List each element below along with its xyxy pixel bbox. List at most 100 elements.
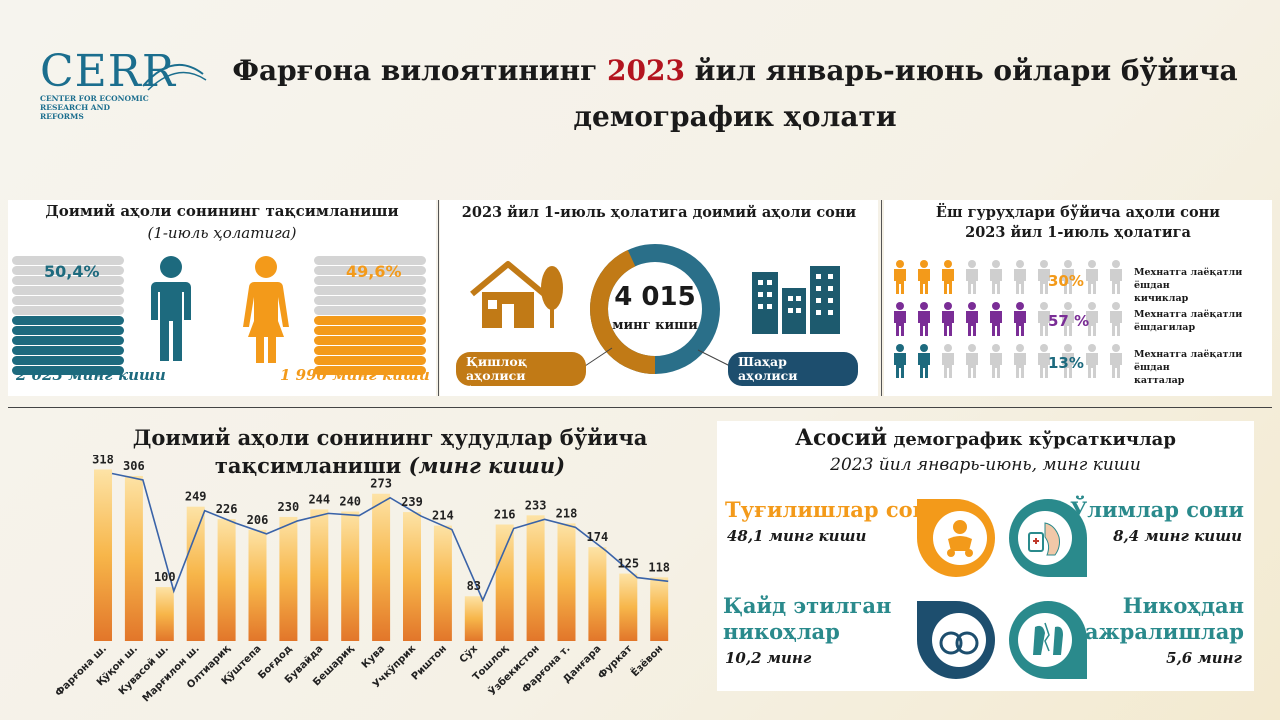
male-stripe bbox=[12, 286, 124, 295]
person-icon bbox=[1110, 302, 1122, 336]
person-icon bbox=[894, 344, 906, 378]
male-stripe bbox=[12, 356, 124, 365]
bar-value-label: 118 bbox=[648, 560, 670, 574]
age-panel: Ёш гуруҳлари бўйича аҳоли сони 2023 йил … bbox=[884, 200, 1272, 396]
person-icon bbox=[990, 260, 1002, 294]
urban-label: Шаҳар аҳолиси bbox=[738, 354, 798, 383]
logo-subtitle: CENTER FOR ECONOMIC RESEARCH AND REFORMS bbox=[40, 94, 149, 121]
age-label-young-l2: кичиклар bbox=[1134, 293, 1189, 304]
person-icon bbox=[966, 344, 978, 378]
bar bbox=[124, 475, 143, 641]
bar-value-label: 233 bbox=[525, 498, 547, 512]
male-value: 2 023 минг киши bbox=[16, 366, 166, 384]
age-pct-old: 13% bbox=[1048, 354, 1084, 372]
births-label: Туғилишлар сони bbox=[725, 497, 944, 522]
person-icon bbox=[990, 344, 1002, 378]
bar bbox=[341, 511, 360, 641]
person-icon bbox=[1086, 344, 1098, 378]
male-stripe bbox=[12, 326, 124, 335]
person-icon bbox=[1062, 260, 1074, 294]
person-icon bbox=[1110, 344, 1122, 378]
person-icon bbox=[1014, 344, 1026, 378]
title-year: 2023 bbox=[607, 54, 685, 87]
person-icon bbox=[1014, 302, 1026, 336]
marriages-label-l1: Қайд этилган bbox=[723, 593, 892, 618]
indicators-title: Асосий демографик кўрсаткичлар bbox=[717, 425, 1254, 451]
bar bbox=[310, 509, 329, 641]
bar bbox=[186, 506, 205, 641]
title-part2: йил январь-июнь ойлари бўйича bbox=[684, 54, 1238, 87]
person-icon bbox=[1038, 260, 1050, 294]
category-label: Кува bbox=[360, 643, 387, 670]
bar-value-label: 318 bbox=[92, 455, 114, 466]
age-label-old-l2: катталар bbox=[1134, 375, 1185, 386]
category-label: Марғилон ш. bbox=[141, 643, 202, 704]
bar-value-label: 240 bbox=[339, 495, 361, 509]
male-stripe bbox=[12, 366, 124, 375]
person-icon bbox=[1038, 302, 1050, 336]
page-title: Фарғона вилоятининг 2023 йил январь-июнь… bbox=[220, 48, 1250, 140]
person-icon bbox=[966, 260, 978, 294]
bar-value-label: 206 bbox=[247, 513, 269, 527]
person-icon bbox=[1086, 260, 1098, 294]
urban-callout: Шаҳар аҳолиси 2 285 минг киши bbox=[728, 352, 858, 397]
person-icon bbox=[1062, 344, 1074, 378]
person-icon bbox=[1062, 302, 1074, 336]
bar bbox=[619, 573, 638, 641]
indicators-title-rest: демографик кўрсаткичлар bbox=[887, 429, 1176, 450]
person-icon bbox=[942, 302, 954, 336]
cerr-logo: CERR CENTER FOR ECONOMIC RESEARCH AND RE… bbox=[40, 50, 210, 130]
logo-swoosh-icon bbox=[142, 64, 207, 91]
chart-title-unit: (минг киши) bbox=[408, 453, 566, 478]
bar-value-label: 125 bbox=[617, 557, 639, 571]
female-pct: 49,6% bbox=[346, 262, 402, 281]
deaths-label: Ўлимлар сони bbox=[1070, 497, 1244, 522]
divider-1 bbox=[438, 200, 439, 396]
bar bbox=[279, 516, 298, 641]
female-stripe bbox=[314, 276, 426, 285]
divorces-value: 5,6 минг bbox=[1166, 649, 1242, 667]
bar-value-label: 226 bbox=[216, 502, 238, 516]
category-label: Фарғона ш. bbox=[53, 643, 109, 699]
marriages-value: 10,2 минг bbox=[725, 649, 812, 667]
male-stripe bbox=[12, 346, 124, 355]
bar-value-label: 249 bbox=[185, 490, 207, 504]
trend-line bbox=[111, 472, 669, 603]
bar-value-label: 230 bbox=[278, 500, 300, 514]
divider-2 bbox=[881, 200, 882, 396]
male-stripe bbox=[12, 306, 124, 315]
bar bbox=[557, 523, 576, 641]
male-stripe bbox=[12, 296, 124, 305]
age-label-young-l1: Мехнатга лаёқатли ёшдан bbox=[1134, 267, 1243, 291]
bar-value-label: 216 bbox=[494, 507, 516, 521]
population-total: 4 015 bbox=[614, 282, 696, 312]
bar-value-label: 214 bbox=[432, 509, 454, 523]
age-label-working-l1: Мехнатга лаёқатли bbox=[1134, 309, 1243, 320]
female-stripe bbox=[314, 316, 426, 325]
urban-value: 2 285 минг киши bbox=[738, 383, 842, 397]
female-stripe bbox=[314, 256, 426, 265]
person-icon bbox=[894, 260, 906, 294]
bar-value-label: 100 bbox=[154, 570, 176, 584]
person-icon bbox=[990, 302, 1002, 336]
female-stripe bbox=[314, 346, 426, 355]
bar bbox=[433, 525, 452, 641]
male-stripe bbox=[12, 316, 124, 325]
male-stripe bbox=[12, 256, 124, 265]
house-icon bbox=[470, 261, 563, 328]
female-stripe bbox=[314, 266, 426, 275]
age-label-working-l2: ёшдагилар bbox=[1134, 322, 1196, 333]
age-title-line1: Ёш гуруҳлари бўйича аҳоли сони bbox=[935, 204, 1221, 221]
female-stripe bbox=[314, 286, 426, 295]
bar-value-label: 174 bbox=[587, 530, 609, 544]
rural-value: 1 729 минг киши bbox=[466, 383, 570, 397]
divorces-label: Никоҳдан ажралишлар bbox=[1085, 593, 1244, 645]
age-pct-working: 57 % bbox=[1048, 312, 1090, 330]
marriages-label: Қайд этилган никоҳлар bbox=[723, 593, 891, 645]
rural-callout: Қишлоқ аҳолиси 1 729 минг киши bbox=[456, 352, 586, 397]
indicators-subtitle: 2023 йил январь-июнь, минг киши bbox=[830, 455, 1141, 475]
male-figure-icon bbox=[151, 256, 191, 361]
hospital-icon bbox=[1009, 499, 1087, 577]
city-buildings-icon bbox=[752, 266, 840, 334]
category-label: Ёзёвон bbox=[627, 641, 665, 679]
